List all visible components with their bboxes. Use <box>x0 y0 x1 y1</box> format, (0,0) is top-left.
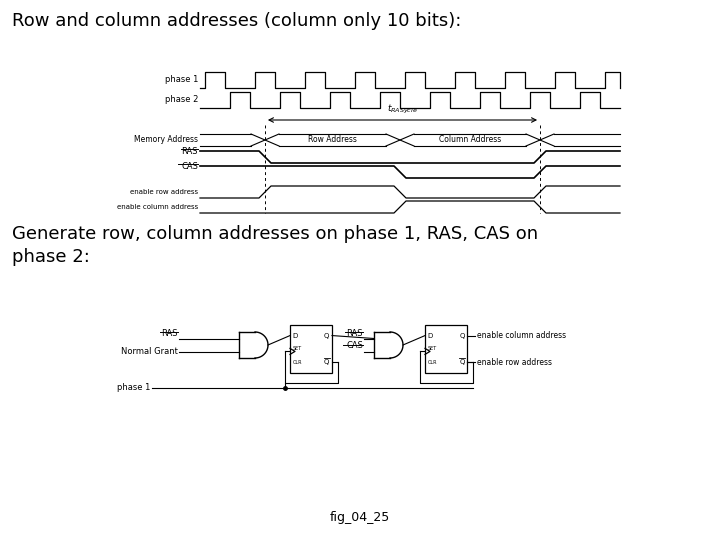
Text: RAS: RAS <box>181 147 198 156</box>
Text: CAS: CAS <box>181 162 198 171</box>
Text: Memory Address: Memory Address <box>134 136 198 145</box>
Text: enable column address: enable column address <box>117 204 198 210</box>
Text: Normal Grant: Normal Grant <box>121 347 178 356</box>
Text: RAS: RAS <box>161 328 178 338</box>
Bar <box>290 325 332 373</box>
Text: Column Address: Column Address <box>439 136 501 145</box>
Text: CAS: CAS <box>346 341 363 350</box>
Text: RAS: RAS <box>346 328 363 338</box>
Text: Q: Q <box>459 333 464 339</box>
Text: Q: Q <box>324 333 330 339</box>
Text: phase 2: phase 2 <box>165 96 198 105</box>
Text: Q: Q <box>324 360 330 366</box>
Text: enable row address: enable row address <box>477 358 552 367</box>
Text: CLR: CLR <box>292 360 302 365</box>
Bar <box>425 325 467 373</box>
Text: Row Address: Row Address <box>308 136 357 145</box>
Text: fig_04_25: fig_04_25 <box>330 511 390 524</box>
Text: Row and column addresses (column only 10 bits):: Row and column addresses (column only 10… <box>12 12 462 30</box>
Text: phase 1: phase 1 <box>117 383 150 393</box>
Text: SET: SET <box>428 347 437 352</box>
Text: D: D <box>428 333 433 339</box>
Text: enable column address: enable column address <box>477 331 566 340</box>
Text: SET: SET <box>292 347 302 352</box>
Text: Q: Q <box>459 360 464 366</box>
Text: phase 1: phase 1 <box>165 76 198 84</box>
Text: enable row address: enable row address <box>130 189 198 195</box>
Text: CLR: CLR <box>428 360 437 365</box>
Text: Generate row, column addresses on phase 1, RAS, CAS on
phase 2:: Generate row, column addresses on phase … <box>12 225 538 266</box>
Text: $t_{RASycle}$: $t_{RASycle}$ <box>387 103 418 116</box>
Text: D: D <box>292 333 298 339</box>
